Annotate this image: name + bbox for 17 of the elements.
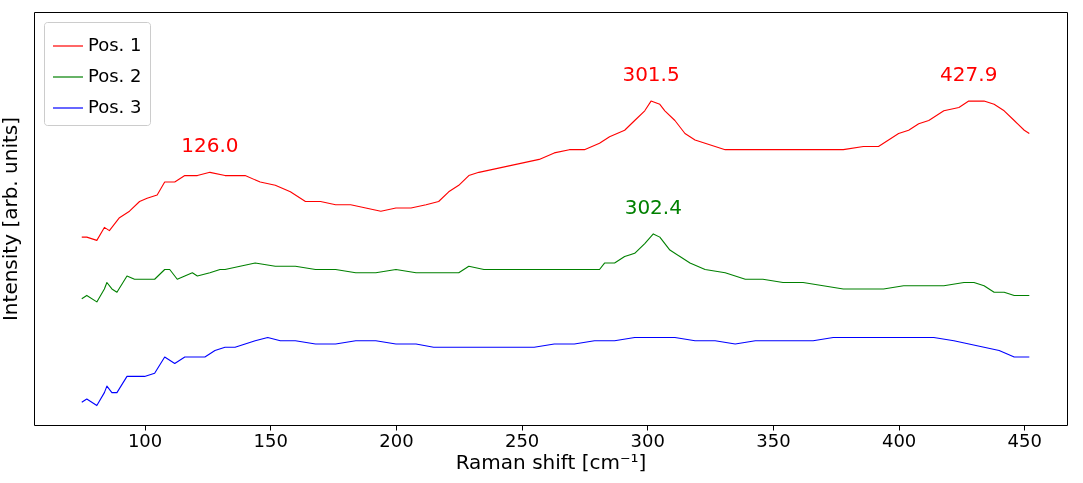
- x-tick-label: 200: [379, 429, 414, 451]
- x-tick-label: 300: [630, 429, 665, 451]
- x-tick-label: 400: [881, 429, 917, 451]
- annotation: 427.9: [940, 62, 998, 87]
- legend-label: Pos. 1: [88, 34, 142, 55]
- annotation: 301.5: [622, 62, 680, 87]
- x-tick-label: 250: [504, 429, 540, 451]
- x-tick-label: 100: [127, 429, 163, 451]
- y-axis-title: Intensity [arb. units]: [0, 116, 22, 322]
- legend-label: Pos. 2: [88, 65, 142, 86]
- legend-label: Pos. 3: [88, 96, 142, 117]
- x-tick-label: 450: [1007, 429, 1042, 451]
- annotation: 302.4: [624, 194, 682, 219]
- x-tick-label: 350: [756, 429, 791, 451]
- x-axis-title: Raman shift [cm⁻¹]: [455, 449, 647, 474]
- annotation: 126.0: [181, 133, 239, 158]
- x-tick-label: 150: [253, 429, 288, 451]
